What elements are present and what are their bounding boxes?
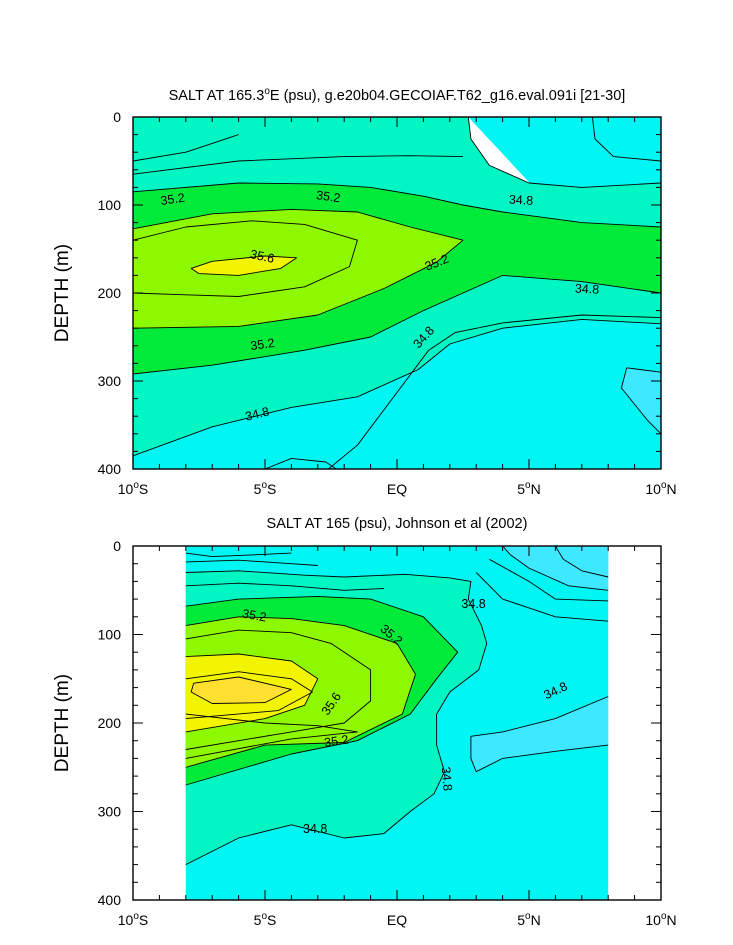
x-tick-label: EQ [387, 481, 407, 497]
y-tick-label: 300 [98, 373, 122, 389]
y-tick-label: 0 [113, 538, 121, 554]
y-axis-label: DEPTH (m) [52, 674, 73, 772]
contour-label: 35.2 [241, 606, 267, 624]
contour-line [190, 255, 298, 276]
y-tick-label: 400 [98, 461, 122, 477]
contour-label: 35.6 [249, 247, 276, 266]
y-tick-label: 400 [98, 892, 122, 908]
contour-label: 34.8 [461, 597, 485, 611]
contour-line [133, 208, 464, 329]
contour-line [555, 546, 609, 578]
y-axis-label: DEPTH (m) [52, 244, 73, 342]
y-tick-label: 100 [98, 197, 122, 213]
y-tick-label: 200 [98, 715, 122, 731]
x-tick-label: 10oN [645, 911, 676, 928]
contour-line [620, 367, 661, 435]
svg-text:35.2: 35.2 [241, 606, 267, 624]
contour-line [185, 616, 416, 768]
contour-line [185, 653, 319, 733]
contour-line [185, 559, 318, 566]
x-tick-label: 10oN [645, 480, 676, 497]
contour-band-34-6 [621, 367, 661, 434]
contour-line [470, 696, 609, 737]
x-tick-label: 5oN [517, 911, 540, 928]
contour-label: 35.2 [249, 336, 275, 353]
contour-label: 35.2 [160, 191, 186, 208]
contour-line [328, 314, 661, 469]
x-tick-label: EQ [387, 912, 407, 928]
contour-label: 34.8 [439, 766, 455, 792]
svg-text:34.8: 34.8 [244, 404, 271, 423]
y-tick-label: 0 [113, 109, 121, 125]
svg-text:35.2: 35.2 [315, 188, 341, 205]
contour-line [489, 558, 609, 602]
contour-label: 35.2 [323, 733, 349, 750]
contour-line [190, 676, 292, 704]
contour-lines-2 [185, 546, 609, 866]
svg-text:35.6: 35.6 [249, 247, 276, 266]
x-tick-label: 5oS [254, 480, 277, 497]
panel-1: 35.2 35.2 34.835.6 35.234.834.835.234.80100… [52, 86, 677, 497]
contour-line [502, 546, 609, 591]
contour-line [133, 220, 358, 297]
contour-line [185, 582, 384, 591]
svg-text:35.2: 35.2 [249, 336, 275, 353]
contour-label: 35.2 [315, 188, 341, 205]
contour-line [133, 134, 239, 162]
contour-line [185, 595, 459, 786]
y-tick-label: 100 [98, 627, 122, 643]
x-tick-label: 5oN [517, 480, 540, 497]
contour-label: 34.8 [244, 404, 271, 423]
contour-line [185, 629, 372, 750]
svg-text:35.2: 35.2 [323, 733, 349, 750]
contour-lines-1 [133, 117, 661, 469]
svg-text:34.8: 34.8 [509, 193, 534, 208]
svg-text:35.2: 35.2 [160, 191, 186, 208]
svg-text:34.8: 34.8 [575, 281, 600, 296]
contour-line [133, 318, 661, 457]
svg-text:34.8: 34.8 [303, 822, 327, 836]
contour-band-34-4 [555, 546, 609, 577]
contour-line [185, 713, 358, 759]
contour-line [185, 552, 292, 558]
y-tick-label: 300 [98, 804, 122, 820]
contour-label: 34.8 [509, 193, 534, 208]
contour-line [185, 671, 313, 720]
contour-line [467, 117, 661, 188]
chart-title: SALT AT 165 (psu), Johnson et al (2002) [267, 516, 528, 532]
svg-text:34.8: 34.8 [439, 766, 455, 792]
x-tick-label: 5oS [254, 911, 277, 928]
contour-band-34-8 [265, 458, 337, 469]
chart-title: SALT AT 165.3oE (psu), g.e20b04.GECOIAF.… [169, 86, 626, 104]
contour-line [133, 182, 661, 228]
contour-band-34-6 [470, 696, 609, 772]
contour-line [133, 274, 661, 375]
x-tick-label: 10oS [118, 480, 148, 497]
contour-label: 34.8 [303, 822, 327, 836]
contour-line [591, 117, 661, 162]
contour-line [475, 572, 609, 622]
contour-fills-1 [133, 117, 661, 469]
contour-band-34-8 [133, 117, 661, 469]
panel-2: 35.234.835.234.835.635.234.834.801002003… [52, 516, 677, 928]
contour-line [264, 457, 337, 469]
svg-text:34.8: 34.8 [461, 597, 485, 611]
contour-line [133, 155, 464, 175]
x-tick-label: 10oS [118, 911, 148, 928]
contour-line [626, 367, 661, 373]
contour-line [470, 736, 609, 773]
contour-line [185, 570, 488, 866]
y-tick-label: 200 [98, 285, 122, 301]
contour-label: 34.8 [575, 281, 600, 296]
